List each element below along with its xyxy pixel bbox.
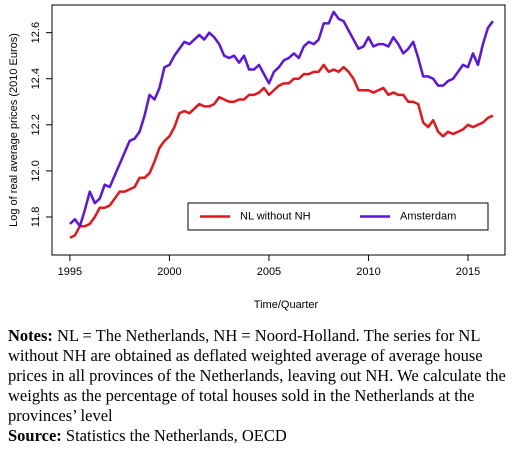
notes: Notes: NL = The Netherlands, NH = Noord-…: [8, 326, 514, 446]
x-tick-label: 2005: [257, 266, 281, 278]
x-axis-label: Time/Quarter: [254, 299, 319, 311]
notes-paragraph: Notes: NL = The Netherlands, NH = Noord-…: [8, 326, 514, 426]
y-tick-label: 12.6: [30, 22, 42, 43]
data-line: [69, 63, 494, 239]
data-line: [69, 10, 494, 228]
chart: Time/Quarter Log of real average prices …: [8, 4, 506, 311]
y-tick-label: 12.4: [30, 68, 42, 89]
notes-label: Notes:: [8, 326, 53, 345]
legend-label: Amsterdam: [400, 210, 456, 222]
y-tick-label: 12.2: [30, 114, 42, 135]
source-paragraph: Source: Statistics the Netherlands, OECD: [8, 426, 514, 446]
notes-text: NL = The Netherlands, NH = Noord-Holland…: [8, 326, 506, 425]
x-tick-label: 2015: [456, 266, 480, 278]
source-text: Statistics the Netherlands, OECD: [65, 426, 287, 445]
y-tick-label: 12.0: [30, 160, 42, 181]
x-tick-label: 2010: [356, 266, 380, 278]
x-tick-label: 2000: [157, 266, 181, 278]
y-axis-label: Log of real average prices (2010 Euros): [8, 33, 20, 227]
x-tick-label: 1995: [58, 266, 82, 278]
plot-frame: [51, 4, 506, 256]
source-label: Source:: [8, 426, 62, 445]
legend-label: NL without NH: [240, 210, 311, 222]
y-tick-label: 11.8: [30, 207, 42, 228]
legend-box: [187, 202, 489, 231]
